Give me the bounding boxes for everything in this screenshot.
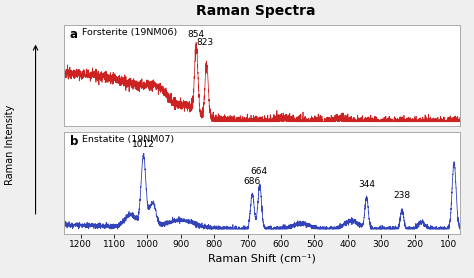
Text: 664: 664 <box>250 167 268 176</box>
Text: a: a <box>70 28 78 41</box>
Text: 823: 823 <box>197 38 214 47</box>
Text: b: b <box>70 135 78 148</box>
Text: 1012: 1012 <box>132 140 155 150</box>
Text: Raman Spectra: Raman Spectra <box>196 4 316 18</box>
Text: Forsterite (19NM06): Forsterite (19NM06) <box>82 28 177 37</box>
Text: 854: 854 <box>188 30 205 39</box>
Text: 344: 344 <box>358 180 375 189</box>
X-axis label: Raman Shift (cm⁻¹): Raman Shift (cm⁻¹) <box>208 254 316 264</box>
Text: Enstatite (19NM07): Enstatite (19NM07) <box>82 135 174 144</box>
Text: 686: 686 <box>244 177 261 186</box>
Text: 238: 238 <box>393 191 410 200</box>
Text: Raman Intensity: Raman Intensity <box>5 105 16 185</box>
